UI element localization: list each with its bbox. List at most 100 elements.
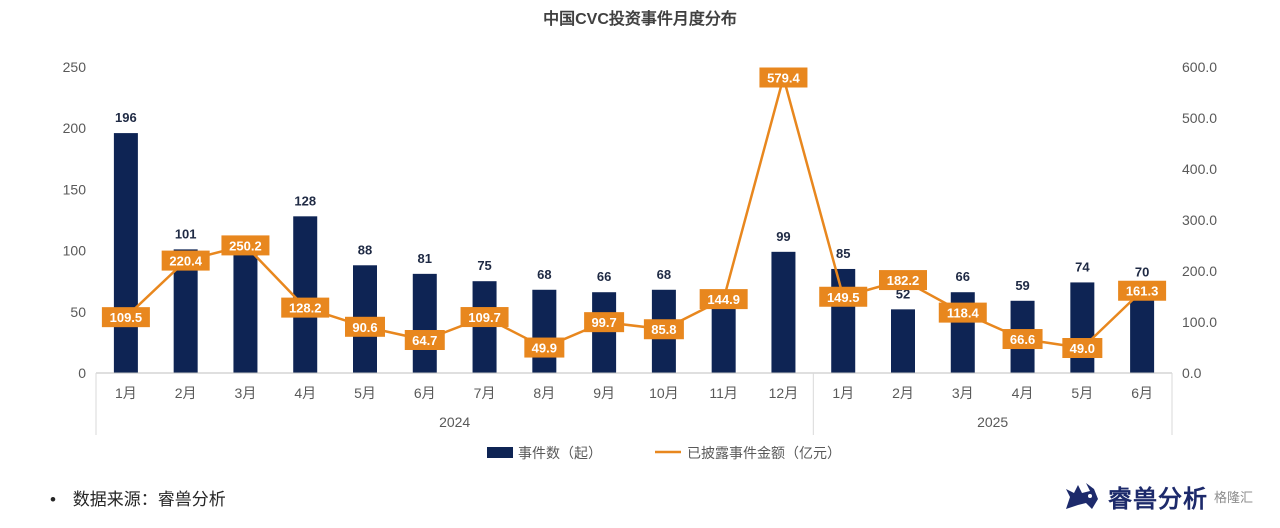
x-tick-label: 4月: [294, 385, 316, 401]
x-tick-label: 2月: [175, 385, 197, 401]
x-tick-label: 5月: [1071, 385, 1093, 401]
x-tick-label: 6月: [1131, 385, 1153, 401]
bar: [233, 239, 258, 373]
bar: [1130, 287, 1155, 373]
line-value-box: [221, 235, 270, 256]
line-value-box: [345, 316, 385, 337]
line-value-box: [161, 250, 210, 271]
bar: [412, 273, 437, 373]
bar-value-label: 75: [477, 258, 491, 273]
x-axis: [95, 372, 1173, 435]
x-tick-label: 12月: [769, 385, 799, 401]
brand-name: 睿兽分析: [1108, 485, 1208, 513]
bar-value-label: 88: [358, 242, 372, 257]
x-axis-labels: 1月 2月 3月 4月 5月 6月 7月 8月 9月 10月 11月 12月 1月 2月 3月 4月 5月 6月2…: [115, 385, 1153, 430]
line-value-box: [524, 337, 565, 358]
bar-value-label: 52: [896, 286, 910, 301]
x-tick-label: 10月: [649, 385, 679, 401]
line-value-label: 182.2: [887, 273, 920, 288]
x-tick-label: 3月: [952, 385, 974, 401]
x-tick-label: 1月: [115, 385, 137, 401]
year-group-label: 2025: [977, 414, 1008, 430]
right-y-tick: 400.0: [1182, 161, 1217, 177]
line-value-label: 99.7: [591, 315, 616, 330]
bar: [532, 289, 557, 373]
line-value-label: 161.3: [1126, 284, 1159, 299]
left-y-tick: 200: [63, 120, 87, 136]
right-y-tick: 500.0: [1182, 110, 1217, 126]
bar-value-label: 128: [294, 193, 316, 208]
bar-value-label: 196: [115, 110, 137, 125]
line-value-box: [404, 330, 445, 351]
left-y-tick: 150: [63, 181, 87, 197]
line-value-label: 66.6: [1010, 332, 1035, 347]
line-value-label: 85.8: [651, 322, 676, 337]
bar-value-label: 74: [1075, 259, 1090, 274]
x-tick-label: 1月: [832, 385, 854, 401]
bar: [592, 292, 617, 373]
right-y-tick: 200.0: [1182, 263, 1217, 279]
line-value-label: 49.0: [1070, 341, 1095, 356]
line-value-label: 250.2: [229, 238, 262, 253]
line-value-box: [1002, 329, 1043, 350]
bar: [1070, 282, 1095, 373]
line-value-label: 109.7: [468, 310, 501, 325]
legend-bar-swatch: [487, 447, 513, 458]
left-y-axis: 0 50 100 150 200 250: [63, 59, 87, 381]
line-value-box: [699, 289, 748, 310]
right-y-tick: 300.0: [1182, 212, 1217, 228]
bar: [293, 216, 318, 373]
right-y-tick: 100.0: [1182, 314, 1217, 330]
year-group-label: 2024: [439, 414, 470, 430]
bar-value-label: 101: [175, 226, 197, 241]
bar-value-label: 68: [537, 267, 551, 282]
line-value-box: [759, 67, 808, 88]
bar-value-label: 66: [597, 269, 611, 284]
line-value-label: 64.7: [412, 333, 437, 348]
bar: [472, 281, 497, 373]
unicorn-logo-icon: [1066, 483, 1098, 509]
line-value-box: [460, 307, 509, 328]
line-value-label: 90.6: [352, 320, 377, 335]
bar-value-label: 81: [418, 251, 432, 266]
line-value-box: [879, 270, 927, 291]
data-source-text: 数据来源：睿兽分析: [72, 490, 226, 509]
line-value-box: [819, 286, 868, 307]
x-tick-label: 4月: [1012, 385, 1034, 401]
line-value-label: 579.4: [767, 71, 800, 86]
chart-title: 中国CVC投资事件月度分布: [543, 9, 737, 28]
bar: [891, 309, 915, 373]
line-value-box: [584, 312, 625, 333]
data-source-note: • 数据来源：睿兽分析: [50, 485, 226, 510]
line-value-label: 149.5: [827, 290, 860, 305]
line-value-label: 49.9: [532, 341, 557, 356]
legend-bar-label: 事件数（起）: [518, 445, 602, 461]
right-y-tick: 0.0: [1182, 365, 1202, 381]
line-series: 109.5 220.4 250.2 128.2 90.6 64.7 109.7 49.9 99.…: [101, 67, 1167, 359]
x-tick-label: 9月: [593, 385, 615, 401]
bar-value-label: 66: [956, 269, 970, 284]
bar-value-label: 85: [836, 246, 850, 261]
watermark-text: 格隆汇: [1214, 489, 1254, 505]
line-value-label: 109.5: [110, 310, 143, 325]
bar-value-label: 68: [657, 267, 671, 282]
legend: 事件数（起） 已披露事件金额（亿元）: [487, 445, 841, 461]
line-value-box: [1118, 280, 1167, 301]
x-tick-label: 11月: [709, 385, 738, 401]
bar: [831, 268, 856, 373]
line-value-label: 220.4: [169, 254, 202, 269]
bar: [113, 133, 138, 373]
left-y-tick: 250: [63, 59, 87, 75]
right-y-axis: 0.0 100.0 200.0 300.0 400.0 500.0 600.0: [1182, 59, 1217, 381]
left-y-tick: 0: [78, 365, 86, 381]
line-value-label: 144.9: [707, 292, 740, 307]
bar-series: 196 101 128 88 81 75 68 66 68 99 85 52 66 59 74 70: [113, 110, 1155, 373]
line-value-box: [101, 307, 150, 328]
line-value-label: 118.4: [947, 306, 980, 321]
chart: 中国CVC投资事件月度分布 0 50 100 150 200 250 0.0 100.0 20…: [63, 9, 1218, 461]
line-value-box: [1062, 338, 1103, 359]
line-value-box: [281, 297, 330, 318]
x-tick-label: 7月: [474, 385, 496, 401]
line-value-box: [643, 319, 684, 340]
bar: [771, 251, 796, 373]
